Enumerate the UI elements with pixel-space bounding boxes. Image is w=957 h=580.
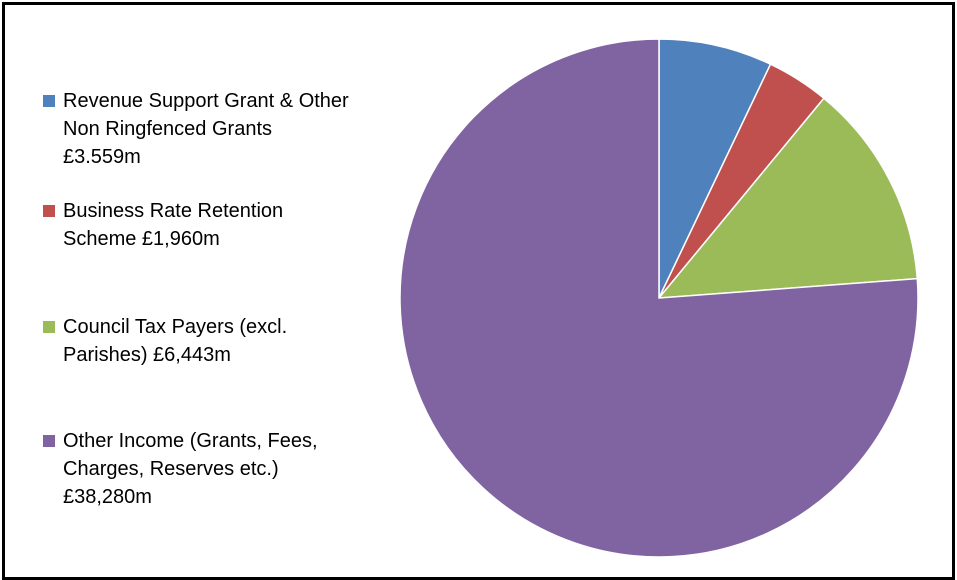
legend-swatch-revenue-support-grant [43,95,55,107]
legend-item-business-rate-retention: Business Rate Retention Scheme £1,960m [43,197,353,253]
pie-slice-council-tax-payers [657,97,919,299]
pie-chart [399,38,919,558]
pie-slice-revenue-support-grant [658,38,772,299]
pie-slice-other-income [399,38,919,558]
legend-label-business-rate-retention: Business Rate Retention Scheme £1,960m [63,200,284,250]
legend-swatch-other-income [43,435,55,447]
legend-item-council-tax-payers: Council Tax Payers (excl. Parishes) £6,4… [43,313,353,369]
legend-label-other-income: Other Income (Grants, Fees, Charges, Res… [63,430,318,508]
legend-swatch-business-rate-retention [43,205,55,217]
legend-item-revenue-support-grant: Revenue Support Grant & Other Non Ringfe… [43,87,353,171]
legend-item-other-income: Other Income (Grants, Fees, Charges, Res… [43,427,353,511]
legend-label-revenue-support-grant: Revenue Support Grant & Other Non Ringfe… [63,90,349,168]
legend-label-council-tax-payers: Council Tax Payers (excl. Parishes) £6,4… [63,316,288,366]
legend-swatch-council-tax-payers [43,321,55,333]
